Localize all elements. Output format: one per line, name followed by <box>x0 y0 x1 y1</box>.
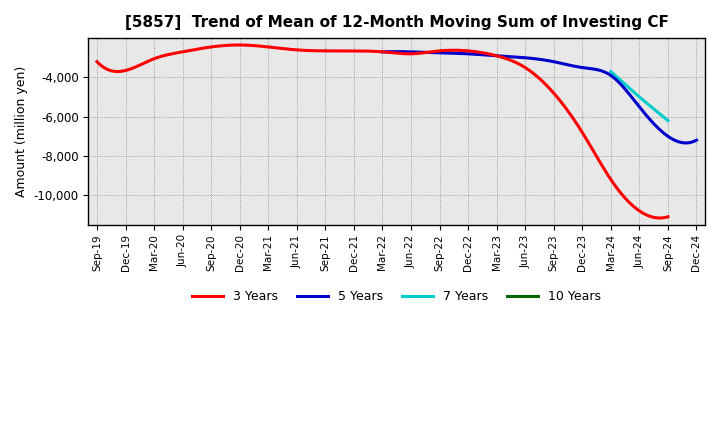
Title: [5857]  Trend of Mean of 12-Month Moving Sum of Investing CF: [5857] Trend of Mean of 12-Month Moving … <box>125 15 669 30</box>
Y-axis label: Amount (million yen): Amount (million yen) <box>15 66 28 197</box>
Legend: 3 Years, 5 Years, 7 Years, 10 Years: 3 Years, 5 Years, 7 Years, 10 Years <box>187 285 606 308</box>
